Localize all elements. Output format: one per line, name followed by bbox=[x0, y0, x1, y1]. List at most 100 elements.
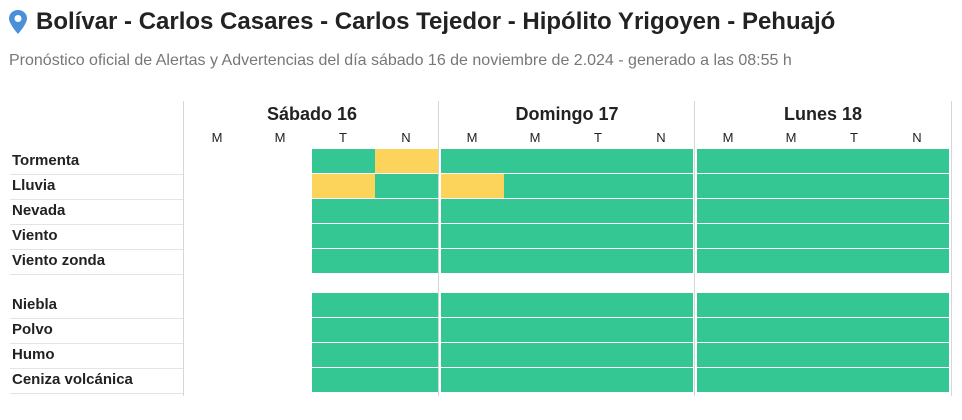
alert-cell bbox=[697, 368, 760, 392]
alert-cell bbox=[760, 199, 823, 223]
row-label-ceniza-volcánica: Ceniza volcánica bbox=[12, 371, 133, 388]
alert-cell bbox=[886, 368, 949, 392]
row-label-tormenta: Tormenta bbox=[12, 152, 80, 169]
alert-cell bbox=[697, 249, 760, 273]
alert-cell bbox=[567, 368, 630, 392]
alert-cell bbox=[312, 224, 375, 248]
alert-cell bbox=[504, 318, 567, 342]
alert-cell bbox=[504, 199, 567, 223]
alert-cell bbox=[375, 368, 438, 392]
alert-cell bbox=[886, 149, 949, 173]
alert-cell bbox=[567, 249, 630, 273]
alert-cell bbox=[375, 199, 438, 223]
column-separator bbox=[951, 101, 952, 396]
alert-cell bbox=[312, 249, 375, 273]
alert-cell bbox=[630, 343, 693, 367]
period-header: N bbox=[912, 130, 922, 145]
alert-cell bbox=[630, 174, 693, 198]
alert-cell bbox=[886, 293, 949, 317]
alert-cell bbox=[760, 249, 823, 273]
alert-cell bbox=[760, 343, 823, 367]
alert-cell bbox=[441, 318, 504, 342]
alert-cell bbox=[823, 224, 886, 248]
alert-cell bbox=[567, 318, 630, 342]
alert-cell bbox=[886, 318, 949, 342]
alert-cell bbox=[567, 174, 630, 198]
alert-cell bbox=[823, 293, 886, 317]
alert-cell bbox=[886, 199, 949, 223]
row-divider bbox=[10, 274, 183, 275]
alert-cell bbox=[441, 249, 504, 273]
alert-cell bbox=[441, 199, 504, 223]
location-pin-icon bbox=[9, 10, 27, 34]
alert-cell bbox=[886, 343, 949, 367]
period-header: M bbox=[529, 130, 541, 145]
alert-cell bbox=[823, 249, 886, 273]
row-divider bbox=[10, 368, 183, 369]
column-separator bbox=[183, 101, 184, 396]
row-label-polvo: Polvo bbox=[12, 321, 53, 338]
alert-cell bbox=[823, 318, 886, 342]
alert-cell bbox=[697, 199, 760, 223]
row-label-humo: Humo bbox=[12, 346, 55, 363]
alert-cell bbox=[504, 149, 567, 173]
alert-cell bbox=[567, 293, 630, 317]
alert-cell bbox=[630, 249, 693, 273]
alert-cell bbox=[630, 199, 693, 223]
alert-cell bbox=[375, 293, 438, 317]
alert-cell bbox=[441, 224, 504, 248]
row-label-lluvia: Lluvia bbox=[12, 177, 56, 194]
alert-cell bbox=[312, 318, 375, 342]
alert-cell bbox=[375, 149, 438, 173]
alert-cell bbox=[504, 293, 567, 317]
row-divider bbox=[10, 343, 183, 344]
day-header: Domingo 17 bbox=[515, 104, 619, 124]
alert-cell bbox=[375, 318, 438, 342]
alert-cell bbox=[312, 149, 375, 173]
period-header: M bbox=[466, 130, 478, 145]
alert-cell bbox=[697, 318, 760, 342]
period-header: M bbox=[785, 130, 797, 145]
period-header: T bbox=[339, 130, 347, 145]
alert-cell bbox=[441, 293, 504, 317]
period-header: N bbox=[401, 130, 411, 145]
period-header: M bbox=[274, 130, 286, 145]
alert-cell bbox=[567, 199, 630, 223]
alert-cell bbox=[441, 174, 504, 198]
alert-cell bbox=[823, 199, 886, 223]
day-header: Sábado 16 bbox=[266, 104, 358, 124]
alert-cell bbox=[504, 343, 567, 367]
alert-cell bbox=[823, 174, 886, 198]
alert-cell bbox=[630, 293, 693, 317]
alert-cell bbox=[886, 249, 949, 273]
alert-cell bbox=[375, 174, 438, 198]
alert-cell bbox=[504, 174, 567, 198]
alert-cell bbox=[697, 149, 760, 173]
alert-cell bbox=[823, 149, 886, 173]
period-header: M bbox=[211, 130, 223, 145]
row-label-niebla: Niebla bbox=[12, 296, 58, 313]
row-label-viento: Viento bbox=[12, 227, 58, 244]
alert-cell bbox=[441, 343, 504, 367]
alert-cell bbox=[504, 249, 567, 273]
alert-cell bbox=[697, 174, 760, 198]
period-header: N bbox=[656, 130, 666, 145]
alert-cell bbox=[823, 368, 886, 392]
alert-cell bbox=[312, 343, 375, 367]
column-separator bbox=[694, 101, 695, 396]
alert-cell bbox=[312, 368, 375, 392]
alert-cell bbox=[760, 293, 823, 317]
alert-cell bbox=[504, 224, 567, 248]
column-separator bbox=[438, 101, 439, 396]
row-divider bbox=[10, 318, 183, 319]
row-divider bbox=[10, 249, 183, 250]
alert-cell bbox=[760, 368, 823, 392]
alert-cell bbox=[760, 224, 823, 248]
alert-cell bbox=[567, 224, 630, 248]
alert-cell bbox=[760, 149, 823, 173]
header: Bolívar - Carlos Casares - Carlos Tejedo… bbox=[8, 8, 835, 36]
alert-cell bbox=[630, 318, 693, 342]
row-divider bbox=[10, 224, 183, 225]
alert-cell bbox=[630, 224, 693, 248]
